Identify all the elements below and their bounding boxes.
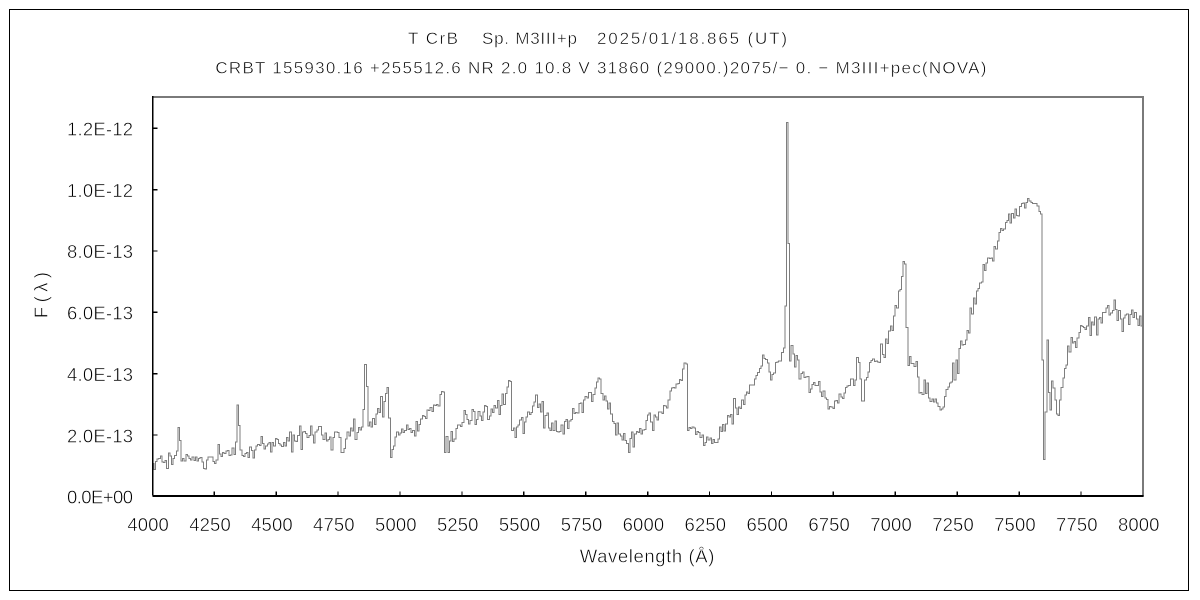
svg-text:Sp. M3III+p: Sp. M3III+p — [482, 29, 577, 48]
svg-text:4250: 4250 — [189, 514, 231, 535]
svg-text:7000: 7000 — [870, 514, 912, 535]
svg-text:4000: 4000 — [127, 514, 169, 535]
svg-text:2.0E-13: 2.0E-13 — [67, 425, 133, 446]
svg-text:1.2E-12: 1.2E-12 — [67, 119, 133, 140]
svg-text:4500: 4500 — [251, 514, 293, 535]
svg-text:Wavelength (Å): Wavelength (Å) — [580, 546, 715, 567]
svg-text:7250: 7250 — [932, 514, 974, 535]
svg-text:7500: 7500 — [994, 514, 1036, 535]
svg-text:4.0E-13: 4.0E-13 — [67, 364, 133, 385]
svg-text:5750: 5750 — [561, 514, 603, 535]
svg-text:6.0E-13: 6.0E-13 — [67, 303, 133, 324]
svg-text:7750: 7750 — [1056, 514, 1098, 535]
svg-text:F(λ): F(λ) — [31, 272, 52, 318]
svg-text:CRBT 155930.16 +255512.6 NR 2.: CRBT 155930.16 +255512.6 NR 2.0 10.8 V 3… — [215, 59, 986, 78]
svg-text:5500: 5500 — [499, 514, 541, 535]
svg-text:8.0E-13: 8.0E-13 — [67, 241, 133, 262]
svg-text:6250: 6250 — [685, 514, 727, 535]
svg-text:1.0E-12: 1.0E-12 — [67, 180, 133, 201]
svg-text:T CrB: T CrB — [408, 29, 458, 48]
svg-text:4750: 4750 — [313, 514, 355, 535]
svg-text:8000: 8000 — [1118, 514, 1160, 535]
svg-text:6000: 6000 — [623, 514, 665, 535]
svg-text:5000: 5000 — [375, 514, 417, 535]
svg-text:6500: 6500 — [746, 514, 788, 535]
svg-text:5250: 5250 — [437, 514, 479, 535]
svg-text:6750: 6750 — [808, 514, 850, 535]
svg-text:2025/01/18.865 (UT): 2025/01/18.865 (UT) — [597, 29, 787, 48]
svg-text:0.0E+00: 0.0E+00 — [67, 487, 133, 508]
